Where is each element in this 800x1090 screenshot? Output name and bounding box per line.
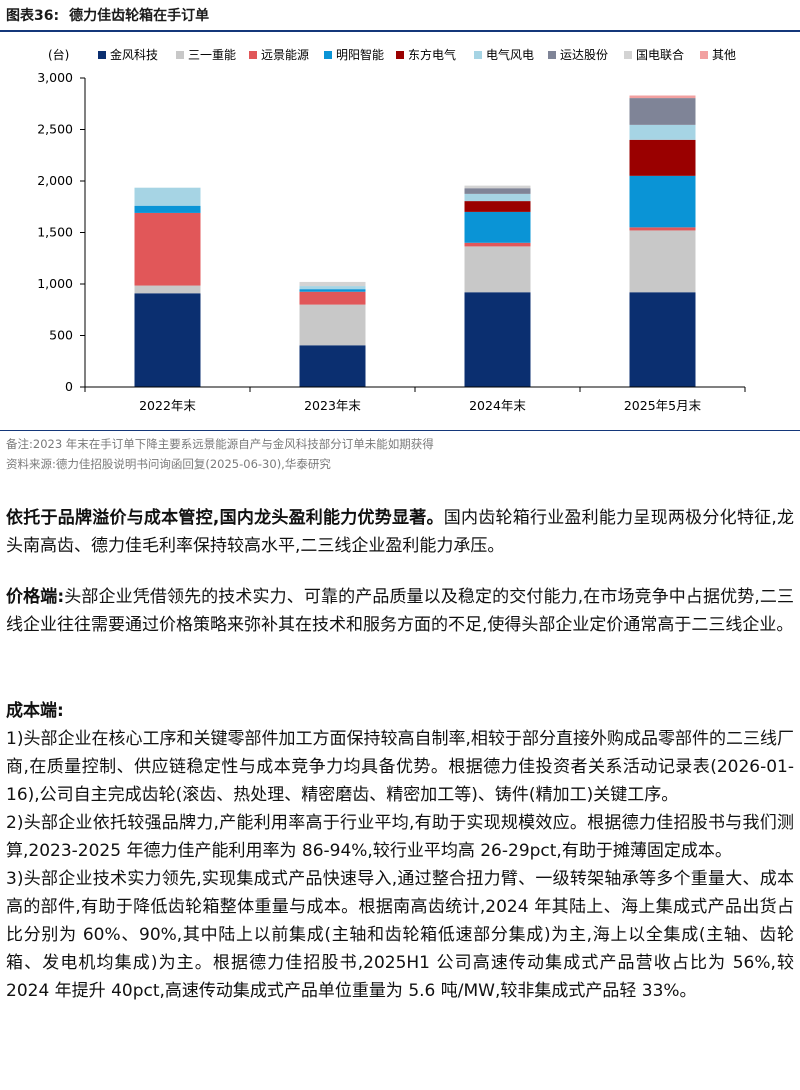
paragraph-profitability: 依托于品牌溢价与成本管控,国内龙头盈利能力优势显著。国内齿轮箱行业盈利能力呈现两… (6, 504, 794, 560)
legend-item: 电气风电 (474, 47, 534, 62)
y-tick-label: 2,000 (37, 173, 73, 188)
figure-caption: 德力佳齿轮箱在手订单 (69, 8, 210, 24)
legend-label: 运达股份 (560, 48, 608, 62)
x-axis: 2022年末 2023年末 2024年末 2025年5月末 (84, 386, 746, 413)
paragraph-price-lead: 价格端: (6, 587, 65, 607)
x-tick-label: 2025年5月末 (624, 398, 702, 413)
legend-swatch (548, 51, 556, 59)
bar-segment (299, 286, 366, 290)
legend-item: 明阳智能 (324, 47, 384, 62)
legend-item: 东方电气 (396, 47, 456, 62)
bar-segment (299, 345, 366, 387)
paragraph-price: 价格端:头部企业凭借领先的技术实力、可靠的产品质量以及稳定的交付能力,在市场竞争… (6, 583, 794, 639)
bar-segment (464, 193, 531, 202)
bottom-rule (0, 430, 800, 431)
bar-segment (464, 201, 531, 212)
bar-stack (134, 187, 201, 387)
legend-label: 其他 (712, 48, 736, 62)
bar-segment (134, 293, 201, 387)
legend-item: 三一重能 (176, 48, 236, 62)
bar-segment (299, 289, 366, 292)
bar-segment (299, 291, 366, 305)
bar-stack (464, 185, 531, 387)
paragraph-profitability-text: 国内齿轮箱行业盈利能力呈现两极分化特征,龙头南高齿、德力佳毛利率保持较高水平,二… (6, 508, 794, 556)
legend-label: 明阳智能 (336, 47, 384, 62)
bar-segment (134, 187, 201, 206)
bar-segment (299, 304, 366, 346)
legend-swatch (249, 51, 257, 59)
y-tick-label: 1,000 (37, 276, 73, 291)
legend-swatch (98, 51, 106, 59)
x-tick-label: 2024年末 (469, 398, 526, 413)
bar-segment (629, 139, 696, 176)
legend-item: 运达股份 (548, 48, 608, 62)
y-tick-label: 3,000 (37, 70, 73, 85)
paragraph-cost-heading: 成本端: (6, 701, 64, 721)
figure-number: 图表36: (6, 8, 60, 24)
legend-item: 远景能源 (249, 48, 309, 62)
y-tick-label: 0 (65, 379, 73, 394)
bar-segment (629, 124, 696, 140)
legend-label: 国电联合 (636, 47, 684, 62)
stacked-bar-chart: 金风科技 三一重能 远景能源 明阳智能 东方电气 电气风电 运达股份 国电联合 其他 (台) 0… (37, 47, 746, 413)
y-tick-label: 500 (49, 328, 73, 343)
chart-source: 资料来源:德力佳招股说明书问询函回复(2025-06-30),华泰研究 (6, 457, 331, 471)
legend-label: 三一重能 (188, 48, 236, 62)
paragraph-profitability-lead: 依托于品牌溢价与成本管控,国内龙头盈利能力优势显著。 (6, 508, 444, 528)
bar-segment (629, 95, 696, 99)
legend-item: 国电联合 (624, 47, 684, 62)
bar-stack (629, 95, 696, 387)
bar-segment (629, 175, 696, 228)
legend-swatch (474, 51, 482, 59)
bar-segment (629, 227, 696, 231)
bar-stack (299, 281, 366, 387)
legend-swatch (396, 51, 404, 59)
y-tick-label: 2,500 (37, 122, 73, 137)
bar-stacks (134, 95, 696, 387)
legend-item: 其他 (700, 48, 736, 62)
paragraph-price-text: 头部企业凭借领先的技术实力、可靠的产品质量以及稳定的交付能力,在市场竞争中占据优… (6, 587, 794, 635)
paragraph-cost-item-1: 1)头部企业在核心工序和关键零部件加工方面保持较高自制率,相较于部分直接外购成品… (6, 729, 794, 805)
bar-segment (464, 211, 531, 243)
bar-segment (464, 292, 531, 387)
bar-segment (134, 285, 201, 294)
y-tick-label: 1,500 (37, 225, 73, 240)
paragraph-cost-item-2: 2)头部企业依托较强品牌力,产能利用率高于行业平均,有助于实现规模效应。根据德力… (6, 813, 794, 861)
y-axis: 0 500 1,000 1,500 2,000 2,500 3,000 (37, 70, 86, 394)
bar-segment (134, 212, 201, 286)
paragraph-cost-item-3: 3)头部企业技术实力领先,实现集成式产品快速导入,通过整合扭力臂、一级转架轴承等… (6, 869, 794, 1001)
bar-segment (464, 185, 531, 189)
chart-legend: 金风科技 三一重能 远景能源 明阳智能 东方电气 电气风电 运达股份 国电联合 其他 (98, 47, 736, 62)
figure-title: 图表36: 德力佳齿轮箱在手订单 (6, 2, 209, 28)
bar-segment (134, 205, 201, 213)
bar-segment (464, 188, 531, 194)
legend-label: 远景能源 (261, 48, 309, 62)
legend-swatch (176, 51, 184, 59)
bar-segment (629, 230, 696, 293)
bar-segment (464, 246, 531, 293)
legend-swatch (624, 51, 632, 59)
bar-segment (299, 281, 366, 287)
bar-segment (629, 98, 696, 125)
chart-remark: 备注:2023 年末在手订单下降主要系远景能源自产与金风科技部分订单未能如期获得 (6, 437, 434, 451)
x-tick-label: 2023年末 (304, 398, 361, 413)
top-rule (0, 30, 800, 32)
legend-swatch (324, 51, 332, 59)
x-tick-label: 2022年末 (139, 398, 196, 413)
legend-label: 电气风电 (486, 47, 534, 62)
bar-segment (464, 242, 531, 247)
bar-segment (629, 292, 696, 387)
legend-swatch (700, 51, 708, 59)
legend-label: 东方电气 (408, 47, 456, 62)
y-axis-unit: (台) (48, 47, 69, 62)
legend-item: 金风科技 (98, 47, 158, 62)
legend-label: 金风科技 (110, 47, 158, 62)
paragraph-cost: 成本端: 1)头部企业在核心工序和关键零部件加工方面保持较高自制率,相较于部分直… (6, 697, 794, 1005)
